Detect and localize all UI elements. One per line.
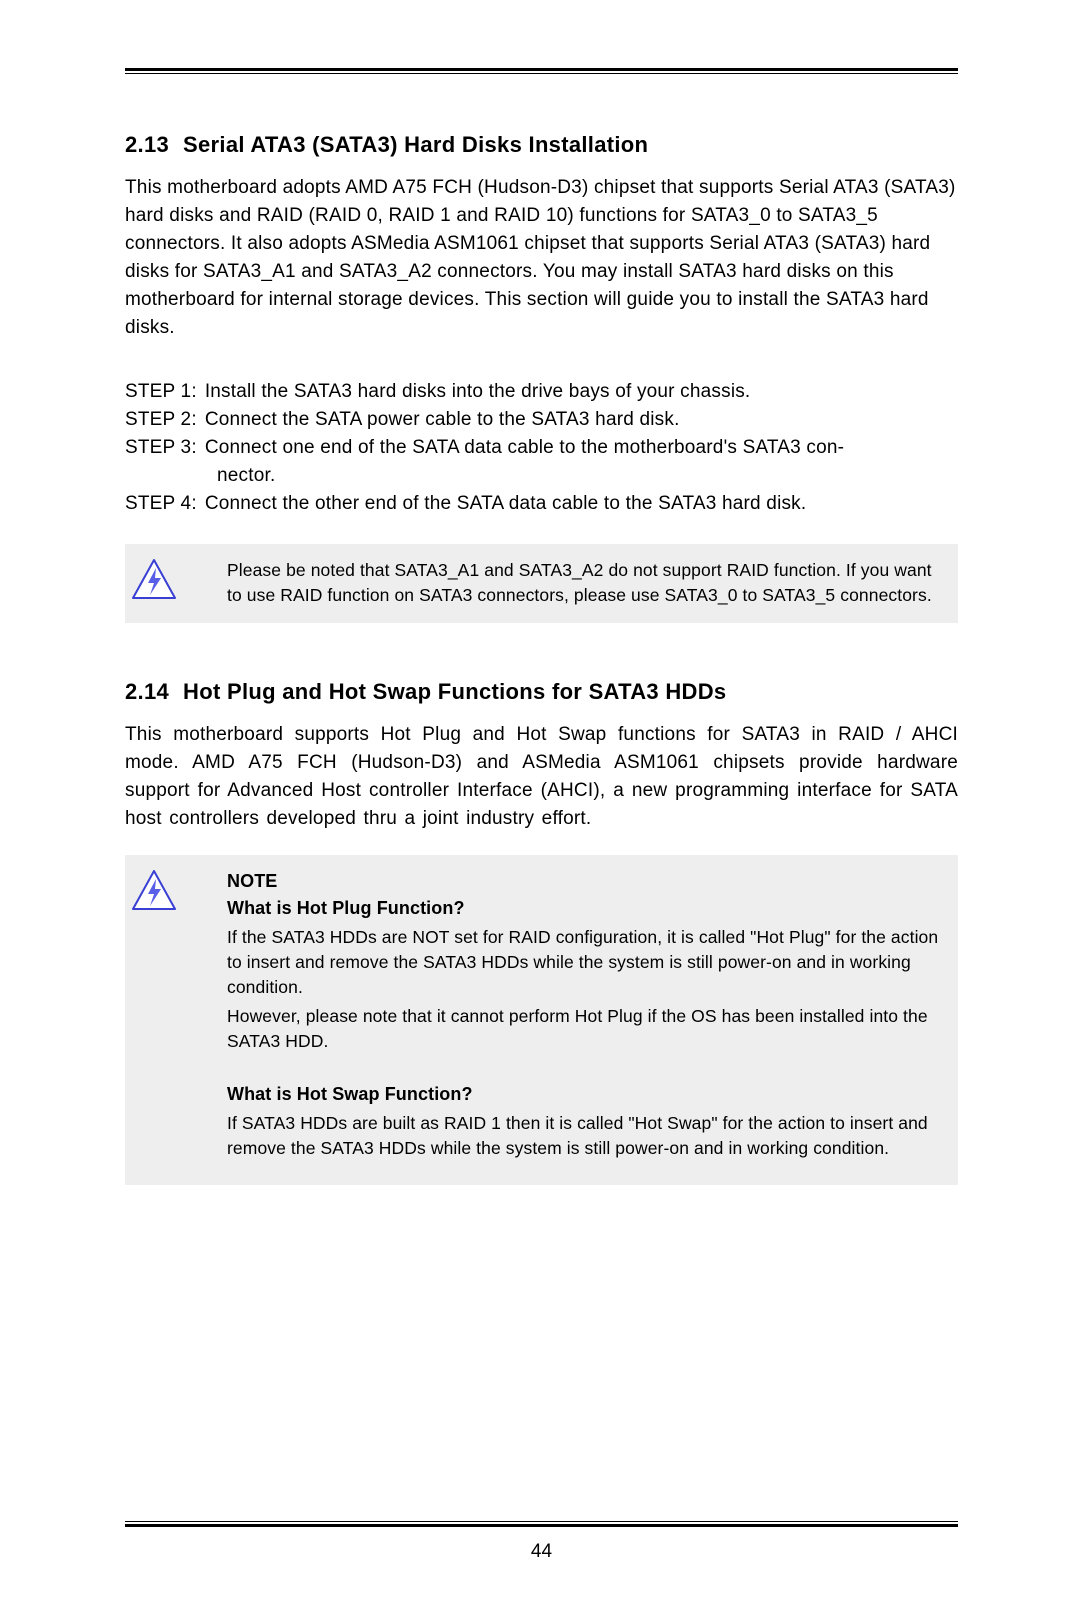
note-box-214: NOTE What is Hot Plug Function? If the S…	[125, 855, 958, 1185]
step-label: STEP 3:	[125, 434, 197, 462]
page-number: 44	[125, 1541, 958, 1563]
step-text: Connect one end of the SATA data cable t…	[205, 434, 844, 462]
bottom-rule	[125, 1521, 958, 1527]
step-4: STEP 4: Connect the other end of the SAT…	[125, 490, 958, 518]
steps-list: STEP 1: Install the SATA3 hard disks int…	[125, 378, 958, 518]
step-3-cont: nector.	[125, 462, 958, 490]
top-rule	[125, 68, 958, 74]
hotplug-p1: If the SATA3 HDDs are NOT set for RAID c…	[227, 925, 942, 1000]
section-213-heading: 2.13 Serial ATA3 (SATA3) Hard Disks Insta…	[125, 132, 958, 158]
note-213-text: Please be noted that SATA3_A1 and SATA3_…	[227, 558, 942, 609]
hotplug-question: What is Hot Plug Function?	[227, 896, 942, 921]
page-content: 2.13 Serial ATA3 (SATA3) Hard Disks Insta…	[125, 68, 958, 1185]
hotswap-p1: If SATA3 HDDs are built as RAID 1 then i…	[227, 1111, 942, 1161]
note-214-content: NOTE What is Hot Plug Function? If the S…	[227, 869, 942, 1165]
section-214-heading: 2.14 Hot Plug and Hot Swap Functions for …	[125, 679, 958, 705]
section-214-intro: This motherboard supports Hot Plug and H…	[125, 721, 958, 833]
step-text: Connect the SATA power cable to the SATA…	[205, 406, 680, 434]
icon-column	[125, 869, 227, 1165]
lightning-icon	[131, 558, 177, 604]
note-heading: NOTE	[227, 869, 942, 894]
section-213-intro: This motherboard adopts AMD A75 FCH (Hud…	[125, 174, 958, 342]
section-213-number: 2.13	[125, 132, 169, 157]
step-label: STEP 2:	[125, 406, 197, 434]
step-text: Install the SATA3 hard disks into the dr…	[205, 378, 751, 406]
section-213-title: Serial ATA3 (SATA3) Hard Disks Installat…	[183, 132, 648, 157]
step-2: STEP 2: Connect the SATA power cable to …	[125, 406, 958, 434]
note-box-213: Please be noted that SATA3_A1 and SATA3_…	[125, 544, 958, 623]
step-label: STEP 4:	[125, 490, 197, 518]
section-214-number: 2.14	[125, 679, 169, 704]
step-text: Connect the other end of the SATA data c…	[205, 490, 807, 518]
hotswap-question: What is Hot Swap Function?	[227, 1082, 942, 1107]
icon-column	[125, 558, 227, 609]
step-3: STEP 3: Connect one end of the SATA data…	[125, 434, 958, 462]
page-footer: 44	[125, 1521, 958, 1563]
step-label: STEP 1:	[125, 378, 197, 406]
step-1: STEP 1: Install the SATA3 hard disks int…	[125, 378, 958, 406]
lightning-icon	[131, 869, 177, 915]
section-214-title: Hot Plug and Hot Swap Functions for SATA…	[183, 679, 726, 704]
hotplug-p2: However, please note that it cannot perf…	[227, 1004, 942, 1054]
